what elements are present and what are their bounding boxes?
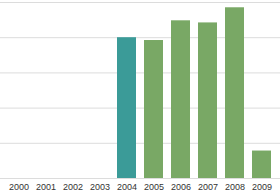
svg-text:2000: 2000 [9,182,29,192]
svg-text:2006: 2006 [171,182,191,192]
svg-text:2004: 2004 [117,182,137,192]
svg-text:2005: 2005 [144,182,164,192]
svg-text:2007: 2007 [198,182,218,192]
svg-text:2008: 2008 [225,182,245,192]
svg-text:2003: 2003 [90,182,110,192]
svg-text:2009: 2009 [252,182,272,192]
svg-text:2002: 2002 [63,182,83,192]
svg-text:2001: 2001 [36,182,56,192]
